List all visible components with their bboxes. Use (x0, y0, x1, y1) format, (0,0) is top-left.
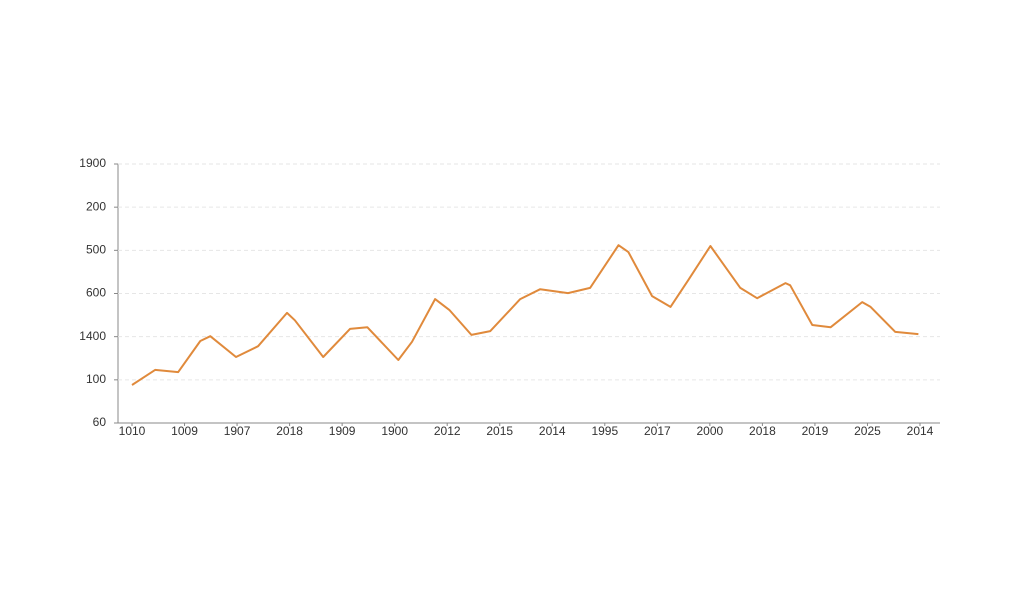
x-tick-label: 2019 (802, 424, 829, 438)
x-tick-label: 2015 (486, 424, 513, 438)
line-series (131, 244, 919, 386)
x-tick-label: 1909 (329, 424, 356, 438)
x-tick-label: 1907 (224, 424, 251, 438)
x-tick-label: 1009 (171, 424, 198, 438)
y-tick-label: 200 (86, 199, 106, 213)
x-tick-label: 2014 (907, 424, 934, 438)
y-tick-label: 1900 (79, 156, 106, 170)
x-tick-label: 2017 (644, 424, 671, 438)
y-tick-label: 60 (93, 415, 107, 429)
x-tick-label: 1995 (591, 424, 618, 438)
x-tick-label: 2018 (276, 424, 303, 438)
y-tick-label: 100 (86, 372, 106, 386)
y-tick-label: 600 (86, 286, 106, 300)
x-tick-label: 2025 (854, 424, 881, 438)
x-tick-label: 2014 (539, 424, 566, 438)
y-tick-label: 500 (86, 243, 106, 257)
x-tick-label: 2012 (434, 424, 461, 438)
x-tick-label: 2018 (749, 424, 776, 438)
y-tick-label: 1400 (79, 329, 106, 343)
x-tick-label: 2000 (697, 424, 724, 438)
x-tick-label: 1010 (119, 424, 146, 438)
x-tick-label: 1900 (381, 424, 408, 438)
